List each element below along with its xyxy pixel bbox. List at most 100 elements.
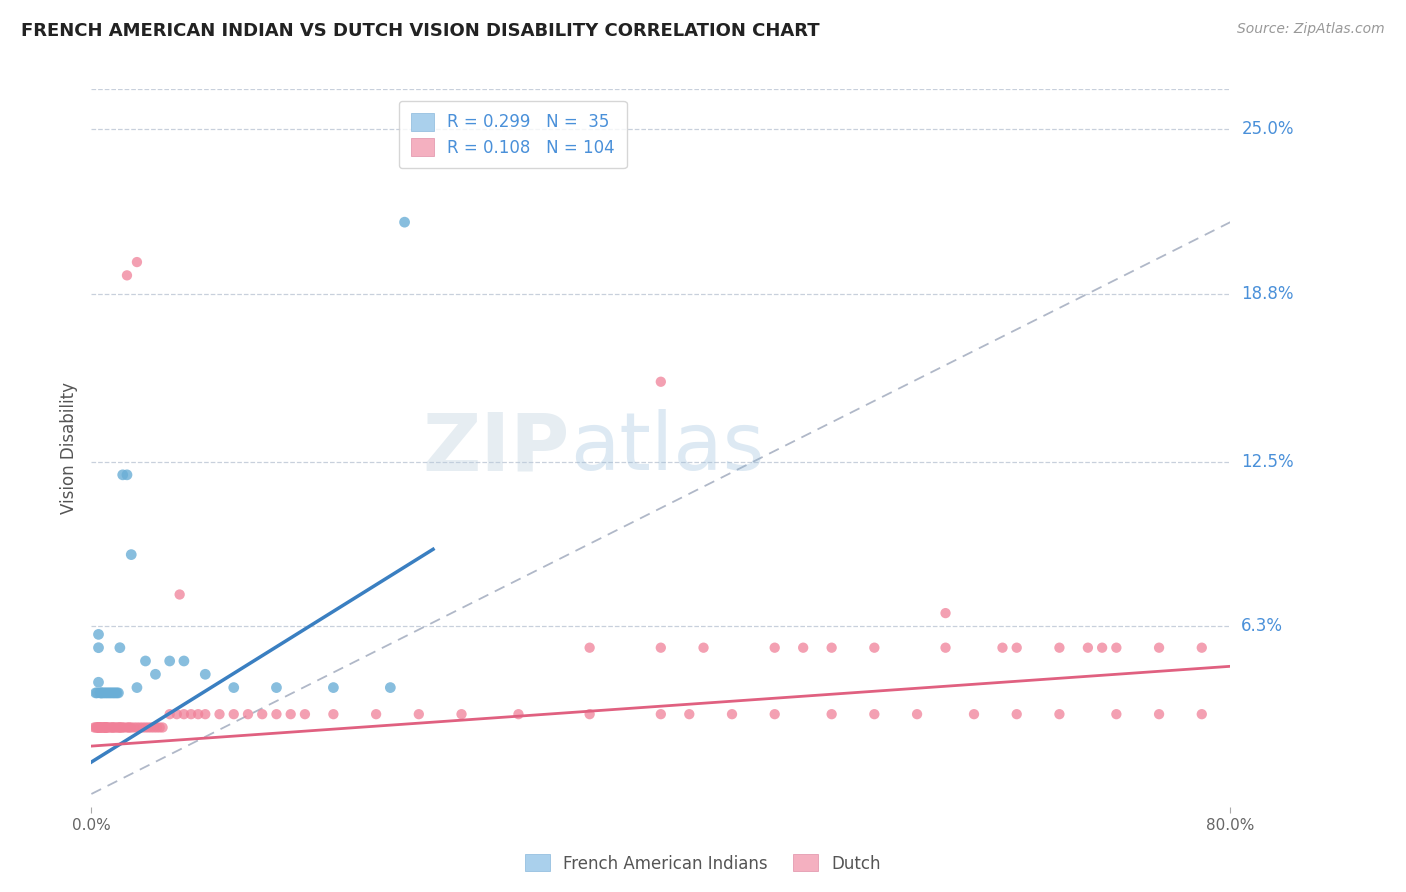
Point: [266, 707, 288, 722]
Point: [322, 707, 344, 722]
Point: [187, 707, 209, 722]
Point: [84, 721, 107, 735]
Point: [650, 707, 672, 722]
Point: [96, 721, 118, 735]
Point: [128, 721, 150, 735]
Point: [222, 707, 245, 722]
Point: [1049, 640, 1071, 655]
Point: [236, 707, 259, 722]
Point: [152, 721, 174, 735]
Point: [91, 686, 114, 700]
Point: [111, 721, 134, 735]
Point: [166, 707, 188, 722]
Point: [721, 707, 744, 722]
Point: [1091, 640, 1114, 655]
Point: [863, 707, 886, 722]
Point: [105, 686, 128, 700]
Point: [650, 375, 672, 389]
Point: [394, 215, 416, 229]
Point: [650, 640, 672, 655]
Point: [322, 681, 344, 695]
Point: [408, 707, 430, 722]
Point: [125, 721, 148, 735]
Point: [145, 667, 167, 681]
Point: [1147, 640, 1170, 655]
Point: [87, 721, 110, 735]
Point: [108, 721, 131, 735]
Point: [86, 686, 108, 700]
Point: [101, 686, 124, 700]
Point: [87, 675, 110, 690]
Point: [97, 686, 120, 700]
Point: [820, 640, 842, 655]
Point: [763, 640, 786, 655]
Point: [792, 640, 814, 655]
Point: [125, 255, 148, 269]
Point: [1105, 707, 1128, 722]
Point: [692, 640, 714, 655]
Point: [180, 707, 202, 722]
Point: [103, 686, 125, 700]
Point: [90, 721, 112, 735]
Point: [96, 686, 118, 700]
Point: [115, 721, 138, 735]
Point: [1005, 707, 1028, 722]
Point: [118, 721, 141, 735]
Point: [508, 707, 530, 722]
Point: [94, 721, 117, 735]
Y-axis label: Vision Disability: Vision Disability: [59, 383, 77, 514]
Point: [578, 640, 600, 655]
Point: [93, 686, 115, 700]
Point: [134, 654, 156, 668]
Point: [108, 721, 131, 735]
Point: [173, 707, 195, 722]
Point: [87, 721, 110, 735]
Point: [90, 686, 112, 700]
Point: [963, 707, 986, 722]
Point: [134, 721, 156, 735]
Point: [1147, 707, 1170, 722]
Point: [94, 721, 117, 735]
Point: [96, 721, 118, 735]
Point: [91, 721, 114, 735]
Point: [1049, 707, 1071, 722]
Point: [89, 721, 111, 735]
Point: [101, 721, 124, 735]
Text: 25.0%: 25.0%: [1241, 120, 1294, 138]
Point: [146, 721, 169, 735]
Point: [105, 721, 128, 735]
Point: [83, 721, 105, 735]
Point: [820, 707, 842, 722]
Point: [222, 681, 245, 695]
Text: 12.5%: 12.5%: [1241, 452, 1294, 470]
Point: [101, 721, 124, 735]
Point: [89, 721, 111, 735]
Point: [107, 721, 129, 735]
Point: [100, 686, 122, 700]
Point: [98, 686, 121, 700]
Point: [90, 721, 112, 735]
Point: [194, 707, 217, 722]
Point: [364, 707, 387, 722]
Text: 18.8%: 18.8%: [1241, 285, 1294, 303]
Point: [138, 721, 160, 735]
Point: [117, 721, 139, 735]
Point: [104, 721, 127, 735]
Point: [194, 667, 217, 681]
Point: [143, 721, 166, 735]
Point: [93, 721, 115, 735]
Point: [280, 707, 302, 722]
Point: [87, 627, 110, 641]
Point: [84, 686, 107, 700]
Text: atlas: atlas: [569, 409, 763, 487]
Point: [159, 707, 181, 722]
Point: [934, 606, 956, 620]
Point: [98, 721, 121, 735]
Point: [991, 640, 1014, 655]
Point: [94, 686, 117, 700]
Legend: R = 0.299   N =  35, R = 0.108   N = 104: R = 0.299 N = 35, R = 0.108 N = 104: [399, 101, 627, 169]
Point: [141, 721, 163, 735]
Point: [122, 721, 145, 735]
Point: [104, 686, 127, 700]
Point: [578, 707, 600, 722]
